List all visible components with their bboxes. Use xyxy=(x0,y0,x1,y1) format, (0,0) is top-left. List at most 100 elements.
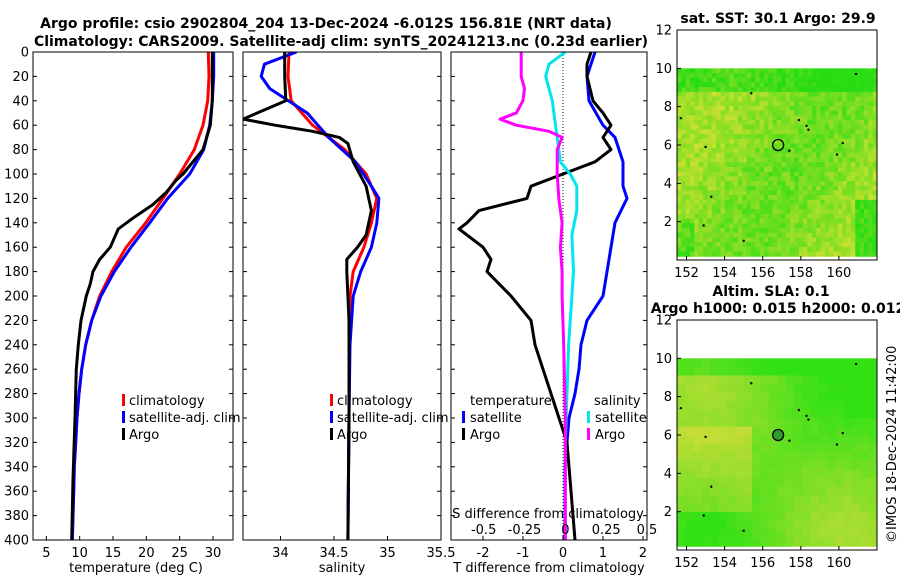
heatmap-cell xyxy=(724,138,730,145)
heatmap-cell xyxy=(859,242,865,248)
heatmap-cell xyxy=(772,157,778,163)
heatmap-cell xyxy=(720,105,726,112)
heatmap-cell xyxy=(681,181,687,187)
heatmap-cell xyxy=(872,171,877,177)
heatmap-cell xyxy=(737,152,743,159)
heatmap-cell xyxy=(785,129,791,135)
heatmap-cell xyxy=(820,227,826,234)
heatmap-cell xyxy=(703,251,709,257)
heatmap-cell xyxy=(846,124,852,130)
heatmap-cell xyxy=(863,68,869,74)
heatmap-cell xyxy=(824,209,830,215)
heatmap-cell xyxy=(794,162,800,168)
heatmap-cell xyxy=(768,185,774,192)
heatmap-cell xyxy=(803,115,809,121)
heatmap-cell xyxy=(803,101,809,107)
land-speck xyxy=(805,414,808,418)
heatmap-cell xyxy=(818,520,828,530)
heatmap-cell xyxy=(824,105,830,112)
heatmap-cell xyxy=(790,68,795,74)
heatmap-cell xyxy=(798,96,804,102)
heatmap-cell xyxy=(681,68,687,74)
heatmap-cell xyxy=(868,227,874,234)
heatmap-cell xyxy=(850,195,856,201)
heatmap-cell xyxy=(727,460,736,470)
heatmap-cell xyxy=(711,237,717,243)
heatmap-cell xyxy=(798,105,804,112)
heatmap-cell xyxy=(772,223,778,229)
heatmap-cell xyxy=(855,213,861,220)
x-tick-label: 160 xyxy=(826,266,851,281)
heatmap-cell xyxy=(707,87,713,93)
heatmap-cell xyxy=(798,115,804,121)
heatmap-cell xyxy=(824,204,830,210)
heatmap-cell xyxy=(694,119,700,126)
heatmap-cell xyxy=(724,195,730,201)
heatmap-cell xyxy=(837,148,843,154)
heatmap-cell xyxy=(724,143,730,149)
heatmap-cell xyxy=(824,185,830,192)
heatmap-cell xyxy=(735,477,745,487)
heatmap-cell xyxy=(859,232,865,238)
heatmap-cell xyxy=(807,82,813,88)
depth-y-ticks: 0204060801001201401601802002202402602803… xyxy=(4,46,647,549)
heatmap-cell xyxy=(781,105,787,112)
heatmap-cell xyxy=(763,181,769,187)
heatmap-cell xyxy=(859,96,865,102)
heatmap-cell xyxy=(729,246,735,253)
heatmap-cell xyxy=(768,469,778,479)
heatmap-cell xyxy=(685,87,691,93)
heatmap-cell xyxy=(855,176,861,182)
heatmap-cell xyxy=(794,237,800,243)
x-tick-label: 154 xyxy=(712,556,737,571)
heatmap-cell xyxy=(827,460,836,470)
heatmap-cell xyxy=(711,138,717,145)
heatmap-cell xyxy=(693,443,703,453)
heatmap-cell xyxy=(802,383,811,394)
heatmap-cell xyxy=(720,143,726,149)
heatmap-cell xyxy=(790,227,795,234)
heatmap-cell xyxy=(716,223,722,229)
heatmap-cell xyxy=(733,157,739,163)
heatmap-cell xyxy=(720,246,726,253)
heatmap-cell xyxy=(855,223,861,229)
heatmap-cell xyxy=(872,162,877,168)
heatmap-cell xyxy=(855,82,861,88)
heatmap-cell xyxy=(750,129,756,135)
heatmap-cell xyxy=(810,401,820,411)
heatmap-cell xyxy=(681,223,687,229)
heatmap-cell xyxy=(859,162,865,168)
heatmap-cell xyxy=(733,227,739,234)
heatmap-cell xyxy=(818,366,828,377)
heatmap-cell xyxy=(711,162,717,168)
heatmap-cell xyxy=(820,190,826,196)
heatmap-cell xyxy=(855,227,861,234)
heatmap-cell xyxy=(802,520,811,530)
heatmap-cell xyxy=(842,101,848,107)
heatmap-cell xyxy=(820,176,826,182)
heatmap-cell xyxy=(724,227,730,234)
heatmap-cell xyxy=(785,366,795,377)
heatmap-cell xyxy=(733,77,739,84)
legend-swatch-climatology xyxy=(330,394,333,406)
heatmap-cell xyxy=(872,68,877,74)
heatmap-cell xyxy=(790,176,795,182)
heatmap-cell xyxy=(790,115,795,121)
heatmap-cell xyxy=(794,77,800,84)
y-tick-label: 12 xyxy=(655,24,672,39)
heatmap-cell xyxy=(785,375,795,385)
heatmap-cell xyxy=(846,119,852,126)
y-tick-label: 320 xyxy=(4,436,29,451)
heatmap-cell xyxy=(746,148,752,154)
heatmap-cell xyxy=(693,375,703,385)
heatmap-cell xyxy=(843,537,853,547)
heatmap-cell xyxy=(694,246,700,253)
heatmap-cell xyxy=(850,134,856,140)
heatmap-cell xyxy=(737,115,743,121)
heatmap-cell xyxy=(811,73,817,79)
heatmap-cell xyxy=(737,166,743,173)
heatmap-cell xyxy=(690,134,695,140)
heatmap-cell xyxy=(781,190,787,196)
heatmap-cell xyxy=(793,392,803,402)
x-tick-label: 25 xyxy=(171,546,188,561)
